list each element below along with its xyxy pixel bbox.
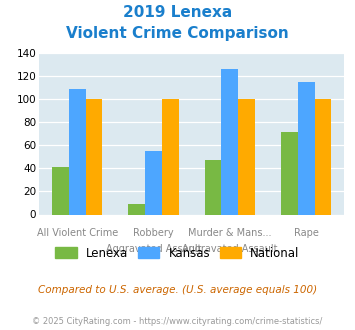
Bar (281, 133, 298, 214)
Text: Robbery: Robbery (133, 228, 174, 238)
Bar (162, 99, 179, 214)
Text: © 2025 CityRating.com - https://www.cityrating.com/crime-statistics/: © 2025 CityRating.com - https://www.city… (32, 317, 323, 326)
Bar (145, 151, 162, 214)
Bar (238, 99, 255, 214)
Text: Aggravated Assault: Aggravated Assault (182, 244, 278, 254)
Text: Violent Crime Comparison: Violent Crime Comparison (66, 26, 289, 41)
Bar (69, 89, 86, 214)
Bar (315, 99, 331, 214)
Text: Compared to U.S. average. (U.S. average equals 100): Compared to U.S. average. (U.S. average … (38, 285, 317, 295)
Bar (298, 82, 315, 214)
Bar (86, 99, 102, 214)
Text: Rape: Rape (294, 228, 319, 238)
Bar (205, 160, 222, 214)
Text: Aggravated Assault: Aggravated Assault (106, 244, 201, 254)
Bar (52, 167, 69, 214)
Bar (222, 69, 238, 215)
Text: 2019 Lenexa: 2019 Lenexa (123, 5, 232, 20)
Text: Murder & Mans...: Murder & Mans... (188, 228, 272, 238)
Text: All Violent Crime: All Violent Crime (37, 228, 118, 238)
Bar (129, 204, 145, 214)
Legend: Lenexa, Kansas, National: Lenexa, Kansas, National (51, 242, 304, 264)
